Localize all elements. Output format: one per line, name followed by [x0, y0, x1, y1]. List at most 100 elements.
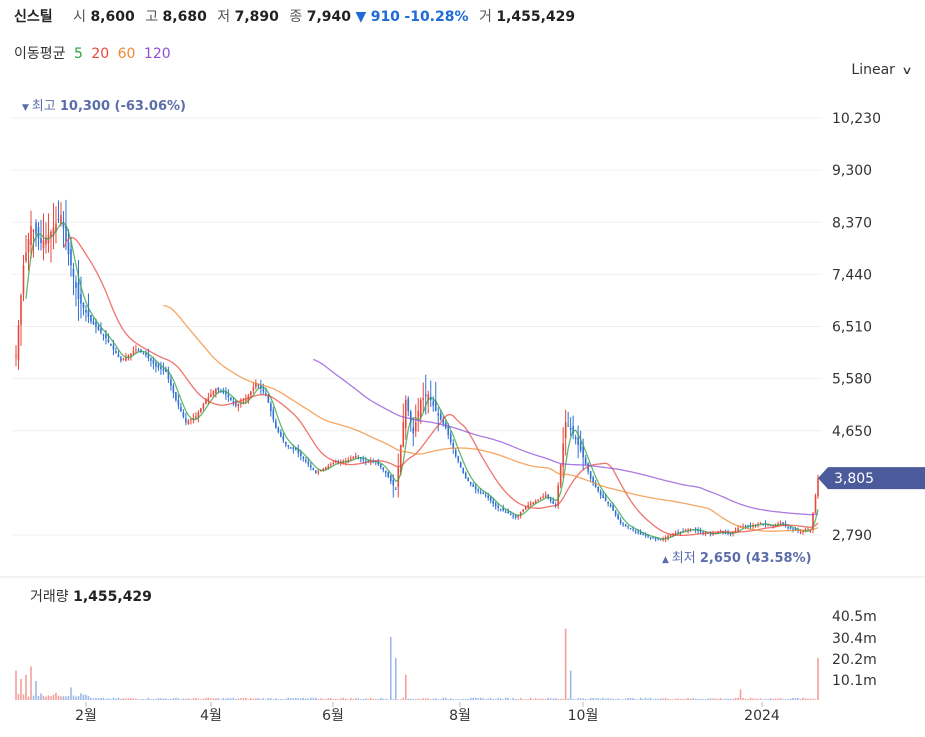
volume-bar: [687, 697, 689, 700]
volume-bar: [155, 699, 157, 700]
ma-20-legend[interactable]: 20: [91, 46, 110, 62]
candle-body: [542, 496, 544, 498]
scale-selector[interactable]: Linear ∨: [851, 62, 912, 78]
volume-panel-value: 1,455,429: [73, 589, 152, 605]
candle-body: [392, 480, 395, 486]
candle-body: [75, 281, 77, 288]
candle-body: [709, 533, 712, 535]
volume-bar: [674, 698, 677, 700]
volume-bar: [529, 697, 532, 700]
volume-bar: [127, 698, 130, 700]
ma-120-legend[interactable]: 120: [143, 46, 171, 62]
volume-bar: [252, 698, 255, 700]
volume-bar: [704, 699, 707, 700]
volume-bar: [197, 698, 200, 700]
candle-body: [602, 494, 604, 499]
price-tick-label: 7,440: [832, 267, 872, 283]
volume-bar: [379, 697, 382, 700]
volume-bar: [792, 697, 794, 700]
candle-body: [509, 514, 512, 516]
candle-body: [242, 401, 245, 404]
candle-body: [272, 410, 275, 420]
volume-bar: [444, 697, 447, 700]
candle-body: [504, 511, 507, 513]
candle-body: [424, 394, 427, 397]
volume-bar: [564, 628, 567, 700]
ma-5-line: [25, 221, 819, 540]
volume-bar: [669, 699, 672, 700]
candle-body: [532, 502, 534, 505]
volume-bar: [374, 698, 377, 700]
volume-bar: [265, 699, 267, 700]
candle-body: [377, 461, 380, 465]
candle-body: [759, 523, 762, 525]
candle-body: [80, 294, 82, 304]
volume-bar: [235, 698, 237, 700]
volume-bar: [517, 699, 519, 700]
volume-bar: [807, 698, 809, 700]
candle-body: [170, 379, 172, 386]
candle-body: [624, 524, 627, 527]
volume-bar: [305, 698, 307, 700]
candle-body: [642, 534, 644, 536]
candle-body: [185, 418, 187, 423]
candle-body: [62, 222, 65, 229]
volume-bar: [809, 698, 812, 700]
candles: [15, 199, 819, 543]
candle-body: [464, 472, 467, 479]
volume-bar: [165, 698, 167, 700]
volume-bar: [734, 697, 737, 700]
candle-body: [577, 437, 579, 445]
candle-body: [622, 523, 624, 525]
candle-body: [30, 226, 32, 245]
candle-body: [397, 467, 400, 488]
candle-body: [157, 364, 160, 368]
volume-bar: [240, 698, 242, 700]
ma-60-legend[interactable]: 60: [117, 46, 136, 62]
candle-body: [180, 406, 182, 412]
volume-bar: [77, 696, 80, 700]
volume-bar: [629, 697, 632, 700]
volume-bar: [694, 698, 697, 700]
volume-bar: [242, 698, 245, 700]
volume-bar: [534, 698, 537, 700]
candle-body: [447, 426, 450, 435]
candle-body: [794, 529, 797, 531]
candle-body: [399, 444, 402, 473]
volume-bar: [175, 697, 177, 700]
volume-bar: [270, 698, 272, 700]
volume-bar: [689, 698, 692, 700]
volume-bar: [797, 698, 799, 700]
volume-bar: [634, 699, 637, 700]
volume-bar: [147, 697, 150, 700]
volume-bar: [120, 698, 122, 700]
volume-bar: [654, 698, 657, 700]
candle-body: [792, 528, 794, 530]
candle-body: [135, 349, 137, 351]
volume-bar: [707, 698, 709, 700]
candle-body: [177, 400, 180, 406]
volume-bar: [412, 699, 415, 700]
candle-body: [367, 460, 370, 462]
volume-bar: [342, 697, 345, 700]
candle-body: [327, 465, 330, 469]
ma-5-legend[interactable]: 5: [73, 46, 83, 62]
high-value: 8,680: [162, 9, 207, 25]
volume-bar: [757, 698, 759, 700]
volume-bar: [584, 698, 587, 700]
candle-body: [90, 314, 92, 322]
volume-bar: [292, 698, 295, 700]
volume-bar: [664, 697, 667, 700]
volume-bar: [422, 698, 425, 700]
candle-body: [70, 249, 72, 266]
candle-body: [142, 353, 145, 355]
candle-body: [474, 486, 477, 490]
volume-bar: [489, 697, 492, 700]
volume-bar: [115, 698, 117, 700]
candle-body: [469, 482, 472, 484]
volume-bar: [794, 698, 797, 700]
volume-bar: [364, 698, 367, 700]
candle-body: [40, 237, 42, 243]
candle-body: [72, 268, 75, 277]
